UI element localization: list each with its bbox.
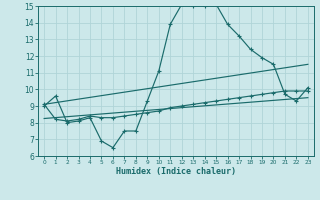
X-axis label: Humidex (Indice chaleur): Humidex (Indice chaleur) [116, 167, 236, 176]
